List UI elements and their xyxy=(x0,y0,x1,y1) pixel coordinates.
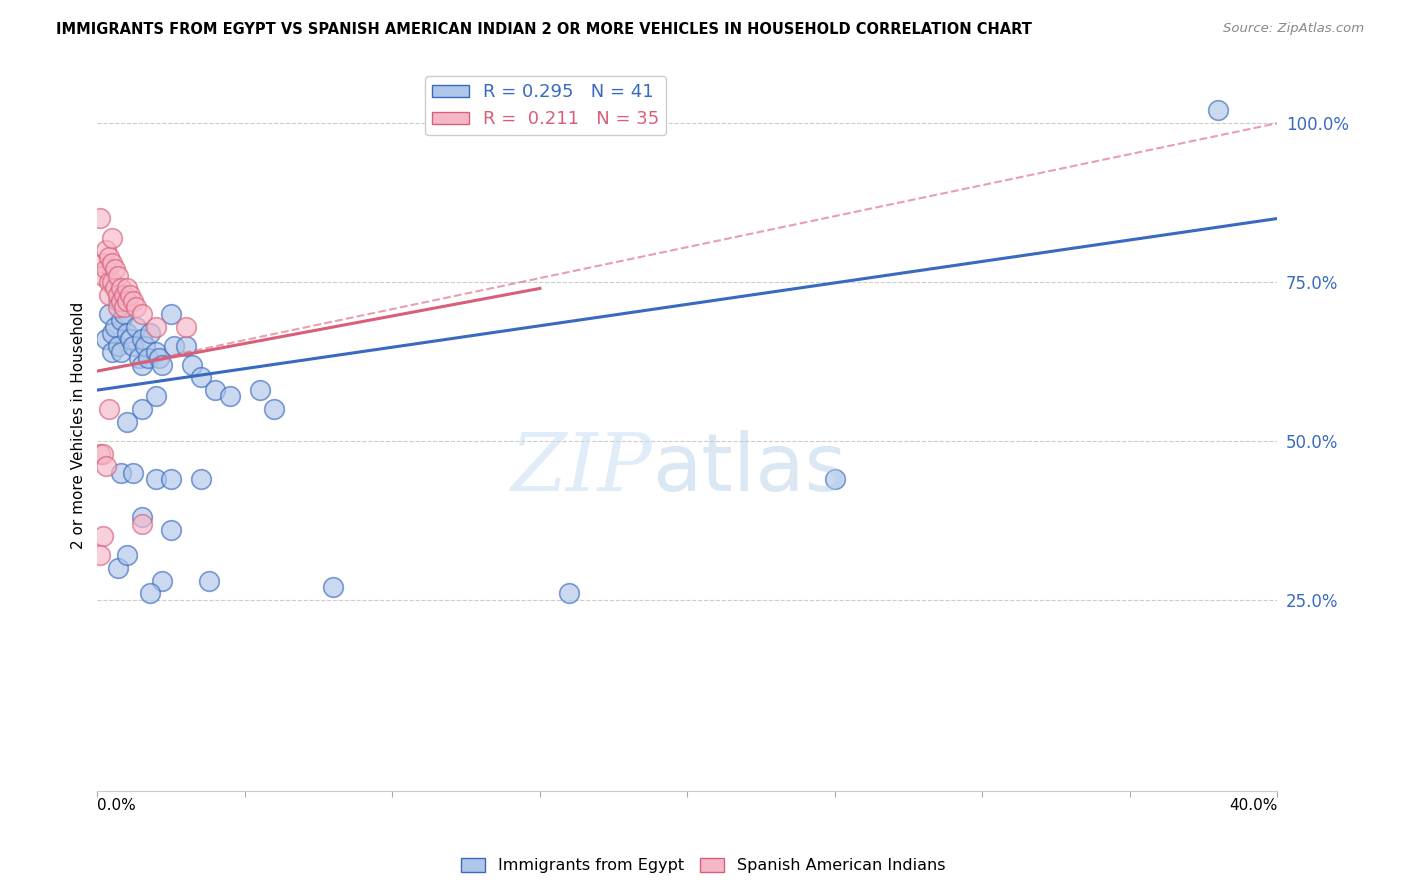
Point xyxy=(101,275,124,289)
Text: IMMIGRANTS FROM EGYPT VS SPANISH AMERICAN INDIAN 2 OR MORE VEHICLES IN HOUSEHOLD: IMMIGRANTS FROM EGYPT VS SPANISH AMERICA… xyxy=(56,22,1032,37)
Point xyxy=(110,313,132,327)
Point xyxy=(128,351,150,366)
Point xyxy=(249,383,271,397)
Point xyxy=(107,561,129,575)
Point xyxy=(107,287,129,301)
Point xyxy=(160,472,183,486)
Point xyxy=(160,523,183,537)
Point xyxy=(131,516,153,531)
Point xyxy=(110,345,132,359)
Point xyxy=(104,262,127,277)
Point xyxy=(322,580,344,594)
Point xyxy=(107,294,129,309)
Point xyxy=(1208,103,1230,118)
Point xyxy=(160,307,183,321)
Point xyxy=(125,301,148,315)
Text: ZIP: ZIP xyxy=(510,430,652,508)
Point xyxy=(115,326,138,340)
Point xyxy=(131,358,153,372)
Point xyxy=(112,307,135,321)
Point xyxy=(121,294,143,309)
Point xyxy=(163,338,186,352)
Point xyxy=(96,244,118,258)
Point xyxy=(150,358,173,372)
Point xyxy=(91,268,114,283)
Y-axis label: 2 or more Vehicles in Household: 2 or more Vehicles in Household xyxy=(72,301,86,549)
Legend: Immigrants from Egypt, Spanish American Indians: Immigrants from Egypt, Spanish American … xyxy=(454,851,952,880)
Point xyxy=(148,351,170,366)
Point xyxy=(145,345,167,359)
Legend: R = 0.295   N = 41, R =  0.211   N = 35: R = 0.295 N = 41, R = 0.211 N = 35 xyxy=(425,76,666,136)
Point xyxy=(98,287,121,301)
Point xyxy=(145,319,167,334)
Point xyxy=(98,402,121,417)
Point xyxy=(96,332,118,346)
Point xyxy=(174,338,197,352)
Point xyxy=(174,319,197,334)
Point xyxy=(89,549,111,563)
Point xyxy=(98,307,121,321)
Text: Source: ZipAtlas.com: Source: ZipAtlas.com xyxy=(1223,22,1364,36)
Point xyxy=(115,294,138,309)
Point xyxy=(145,472,167,486)
Point xyxy=(204,383,226,397)
Point xyxy=(131,402,153,417)
Point xyxy=(145,389,167,403)
Text: 40.0%: 40.0% xyxy=(1229,797,1278,813)
Text: atlas: atlas xyxy=(652,430,846,508)
Point xyxy=(107,268,129,283)
Point xyxy=(136,351,159,366)
Point xyxy=(101,345,124,359)
Point xyxy=(131,510,153,524)
Point xyxy=(101,230,124,244)
Point xyxy=(107,301,129,315)
Point xyxy=(263,402,285,417)
Point xyxy=(115,549,138,563)
Point xyxy=(101,256,124,270)
Point xyxy=(150,574,173,588)
Point xyxy=(110,294,132,309)
Point xyxy=(121,338,143,352)
Point xyxy=(104,281,127,295)
Point xyxy=(824,472,846,486)
Point xyxy=(112,287,135,301)
Point xyxy=(96,262,118,277)
Point xyxy=(131,307,153,321)
Point xyxy=(190,370,212,384)
Point xyxy=(198,574,221,588)
Point xyxy=(89,447,111,461)
Point xyxy=(558,586,581,600)
Point xyxy=(110,466,132,480)
Point xyxy=(89,211,111,226)
Point xyxy=(107,338,129,352)
Point xyxy=(98,250,121,264)
Point xyxy=(118,332,141,346)
Point xyxy=(219,389,242,403)
Point xyxy=(121,466,143,480)
Point xyxy=(91,529,114,543)
Point xyxy=(91,447,114,461)
Point xyxy=(134,338,156,352)
Point xyxy=(131,332,153,346)
Point xyxy=(98,275,121,289)
Point xyxy=(125,319,148,334)
Point xyxy=(118,287,141,301)
Point xyxy=(101,326,124,340)
Point xyxy=(139,326,162,340)
Point xyxy=(112,301,135,315)
Point xyxy=(91,256,114,270)
Point xyxy=(96,459,118,474)
Point xyxy=(104,319,127,334)
Point xyxy=(190,472,212,486)
Point xyxy=(115,415,138,429)
Point xyxy=(115,281,138,295)
Text: 0.0%: 0.0% xyxy=(97,797,136,813)
Point xyxy=(180,358,202,372)
Point xyxy=(139,586,162,600)
Point xyxy=(110,281,132,295)
